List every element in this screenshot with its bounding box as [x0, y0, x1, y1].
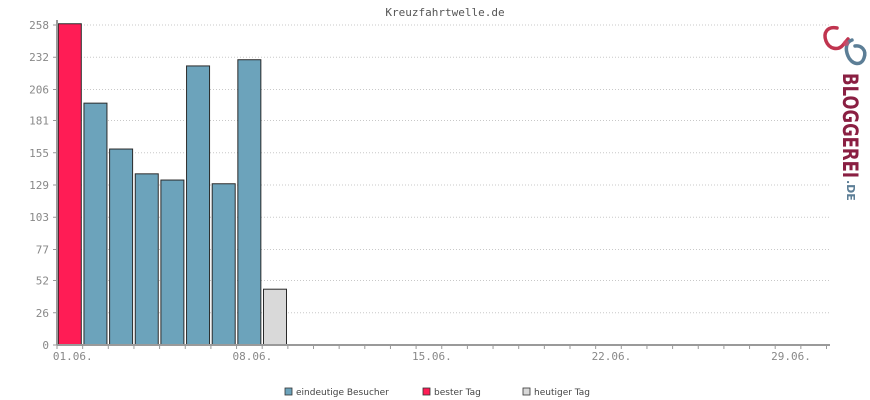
x-tick-label: 15.06. [412, 350, 452, 363]
legend: eindeutige Besucher bester Tag heutiger Ta… [284, 387, 590, 398]
x-tick-label: 29.06. [771, 350, 811, 363]
y-tick-label: 232 [29, 51, 49, 64]
y-tick-label: 0 [42, 339, 49, 352]
bar [109, 148, 134, 346]
bar [186, 65, 211, 346]
bar [263, 288, 287, 346]
legend-swatch [284, 387, 293, 396]
bar [160, 179, 185, 346]
logo-mark-icon [823, 25, 867, 66]
logo-suffix: .DE [844, 180, 857, 201]
y-tick-label: 103 [29, 211, 49, 224]
bar [83, 102, 108, 346]
x-tick-label: 22.06. [592, 350, 632, 363]
y-tick-label: 258 [29, 19, 49, 32]
logo-brand: BLOGGEREI [838, 73, 862, 178]
x-tick-labels: 01.06. 08.06. 15.06. 22.06. 29.06. [53, 345, 827, 363]
legend-label: bester Tag [434, 388, 481, 398]
chart-title: Kreuzfahrtwelle.de [385, 6, 504, 19]
bloggerei-logo: BLOGGEREI .DE [823, 25, 867, 201]
bar [57, 23, 82, 346]
axes [56, 20, 830, 346]
bars [57, 23, 287, 346]
y-tick-label: 77 [36, 243, 49, 256]
legend-label: heutiger Tag [534, 388, 590, 398]
legend-swatch [522, 387, 531, 396]
y-tick-label: 155 [29, 147, 49, 160]
y-tick-label: 129 [29, 179, 49, 192]
y-tick-label: 181 [29, 115, 49, 128]
x-tick-label: 01.06. [53, 350, 93, 363]
legend-swatch [422, 387, 431, 396]
y-tick-label: 52 [36, 275, 49, 288]
legend-label: eindeutige Besucher [296, 388, 389, 398]
y-tick-labels: 0 26 52 77 103 129 155 181 206 232 258 [29, 19, 57, 352]
y-tick-label: 206 [29, 83, 49, 96]
x-tick-label: 08.06. [232, 350, 272, 363]
y-tick-label: 26 [36, 307, 49, 320]
bar [237, 59, 262, 346]
bar [134, 173, 159, 346]
bar [211, 183, 236, 346]
